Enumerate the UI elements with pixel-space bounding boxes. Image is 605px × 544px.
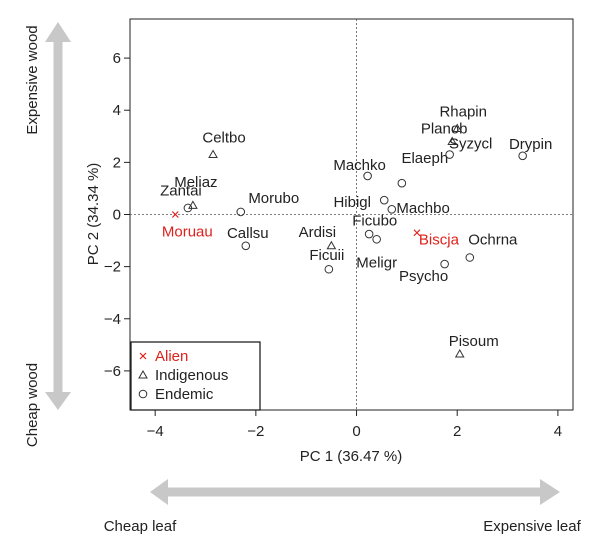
point-label-hibigl: Hibigl: [333, 194, 371, 211]
zero-lines: [130, 19, 573, 410]
point-label-celtbo: Celtbo: [202, 130, 245, 147]
legend-label-indigenous: Indigenous: [155, 367, 228, 384]
point-label-morubo: Morubo: [248, 190, 299, 207]
x-axis-label: PC 1 (36.47 %): [300, 448, 403, 465]
x-tick-label: −2: [247, 423, 264, 440]
point-elaeph: [397, 178, 407, 188]
point-drypin: [518, 151, 527, 161]
wood-axis-arrow: [45, 22, 71, 410]
data-points: Moruau Biscja Celtbo Zantai Ardisi PlanobRhap…: [160, 103, 552, 358]
point-label-ficubo: Ficubo: [352, 212, 397, 229]
point-rhapin: [452, 123, 463, 132]
point-psycho: [440, 259, 449, 269]
point-syzycl: [445, 150, 454, 159]
legend-box: [130, 341, 261, 411]
point-label-ficuii: Ficuii: [309, 247, 344, 264]
series-endemic: Meliaz Morubo Callsu Ficuii Machko Elaeph Hibi…: [174, 136, 552, 285]
y-tick-label: −2: [104, 259, 121, 276]
point-machbo: [364, 229, 374, 239]
series-alien: Moruau Biscja: [162, 211, 460, 249]
leaf-axis-arrow: [150, 479, 560, 505]
x-tick-label: 0: [352, 423, 360, 440]
point-label-elaeph: Elaeph: [401, 150, 448, 167]
y-tick-label: 0: [113, 207, 121, 224]
x-tick-label: −4: [147, 423, 164, 440]
expensive-wood-label: Expensive wood: [24, 25, 41, 134]
y-tick-label: 4: [113, 102, 121, 119]
point-meligr: [372, 234, 381, 244]
legend: Alien Indigenous Endemic: [130, 341, 261, 411]
point-meliaz: [183, 203, 193, 213]
point-label-meliaz: Meliaz: [174, 174, 217, 191]
point-label-rhapin: Rhapin: [439, 103, 487, 120]
point-ficubo: [387, 204, 397, 214]
y-tick-label: 6: [113, 50, 121, 67]
point-label-ardisi: Ardisi: [299, 224, 337, 241]
y-tick-label: −6: [104, 363, 121, 380]
point-label-moruau: Moruau: [162, 224, 213, 241]
point-label-drypin: Drypin: [509, 136, 552, 153]
point-label-machbo: Machbo: [396, 200, 449, 217]
point-label-planob: Planob: [421, 121, 468, 138]
point-morubo: [236, 207, 246, 217]
point-planob: [447, 136, 458, 146]
legend-marker-endemic: [138, 389, 148, 399]
legend-label-alien: Alien: [155, 348, 188, 365]
legend-marker-alien: [139, 352, 147, 360]
expensive-leaf-label: Expensive leaf: [483, 518, 581, 535]
cheap-wood-label: Cheap wood: [24, 363, 41, 447]
point-zantai: [188, 200, 198, 209]
point-biscja: [413, 229, 421, 237]
point-label-zantai: Zantai: [160, 182, 202, 199]
cheap-leaf-label: Cheap leaf: [104, 518, 177, 535]
point-ficuii: [324, 264, 334, 274]
point-label-meligr: Meligr: [356, 254, 397, 271]
x-tick-label: 4: [554, 423, 562, 440]
y-axis-ticks: −6 −4 −2 0 2 4 6: [104, 50, 130, 380]
y-tick-label: 2: [113, 154, 121, 171]
point-label-psycho: Psycho: [399, 268, 448, 285]
point-ochrna: [465, 253, 475, 262]
y-tick-label: −4: [104, 311, 121, 328]
point-hibigl: [379, 195, 389, 205]
legend-label-endemic: Endemic: [155, 386, 214, 403]
legend-marker-indigenous: [138, 369, 148, 379]
point-callsu: [241, 241, 251, 251]
point-pisoum: [454, 348, 465, 358]
point-machko: [363, 171, 372, 181]
y-axis-label: PC 2 (34.34 %): [85, 163, 102, 266]
point-label-machko: Machko: [333, 157, 386, 174]
point-label-callsu: Callsu: [227, 225, 269, 242]
point-moruau: [171, 211, 179, 218]
point-label-syzycl: Syzycl: [449, 136, 492, 153]
point-label-pisoum: Pisoum: [449, 333, 499, 350]
x-axis-ticks: −4 −2 0 2 4: [147, 410, 562, 440]
point-label-biscja: Biscja: [419, 232, 460, 249]
point-celtbo: [208, 149, 218, 159]
point-label-ochrna: Ochrna: [468, 232, 518, 249]
point-ardisi: [326, 240, 337, 250]
x-tick-label: 2: [453, 423, 461, 440]
